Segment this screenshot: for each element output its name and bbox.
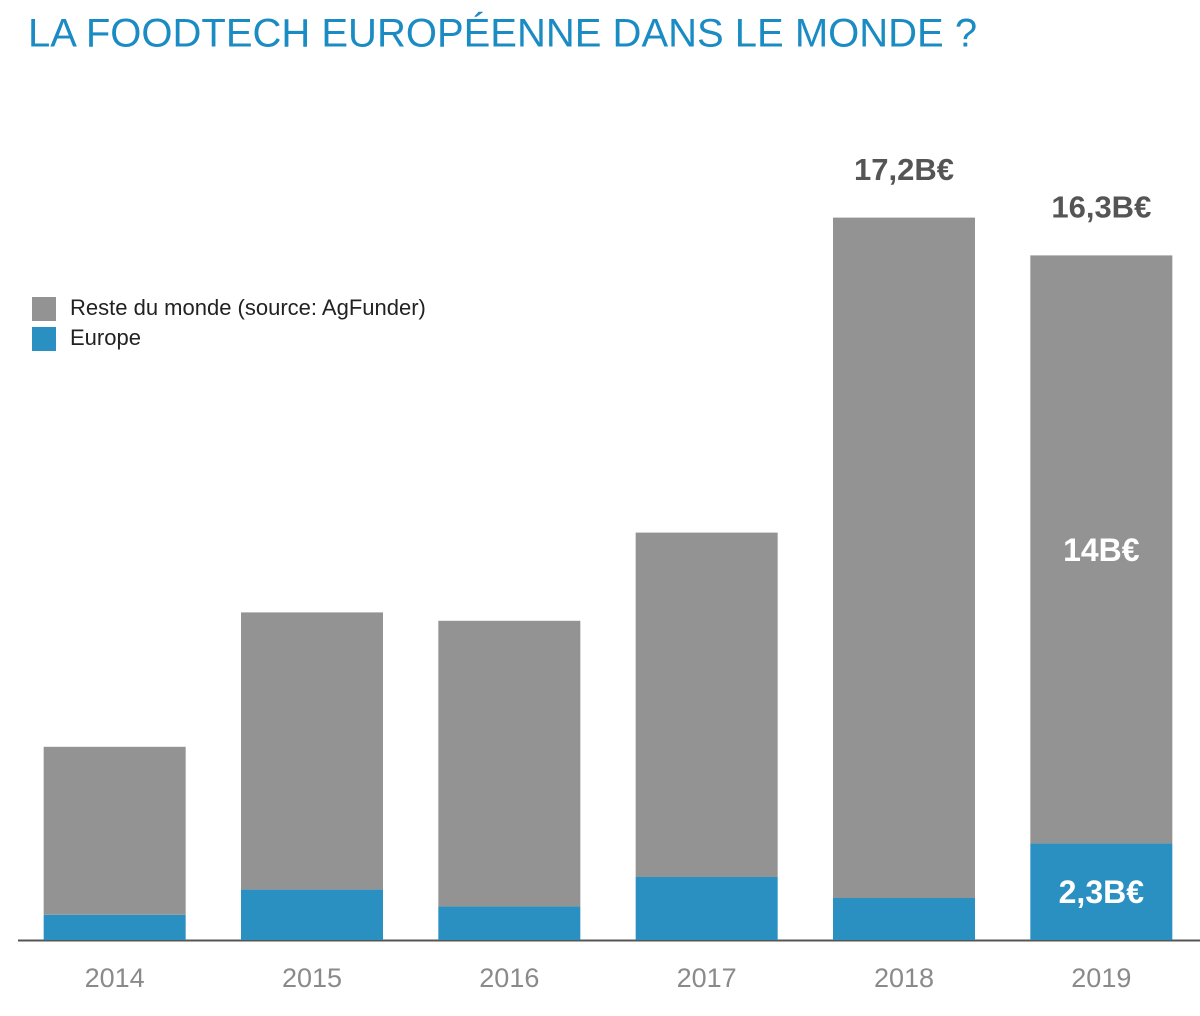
bar-segment [438, 620, 581, 907]
x-tick-label: 2015 [282, 963, 342, 993]
bar-segment [635, 532, 778, 877]
legend-label: Reste du monde (source: AgFunder) [70, 295, 426, 320]
chart-title: LA FOODTECH EUROPÉENNE DANS LE MONDE ? [28, 11, 977, 56]
x-tick-label: 2018 [874, 963, 934, 993]
bar-segment [1030, 255, 1173, 844]
bar-segment [43, 746, 186, 915]
x-tick-label: 2014 [85, 963, 145, 993]
total-label: 17,2B€ [854, 152, 954, 187]
bar-segment [833, 217, 975, 899]
bar-segment [241, 889, 383, 940]
bar-segment [833, 898, 975, 940]
bar-segment [1030, 843, 1173, 940]
bar-segment [438, 906, 581, 940]
bar-segment [241, 612, 383, 890]
legend-swatch [32, 327, 56, 351]
bar-segment [43, 914, 186, 940]
x-tick-label: 2017 [677, 963, 737, 993]
value-label: 14B€ [1063, 532, 1140, 568]
value-label: 2,3B€ [1059, 874, 1145, 910]
bar-segment [635, 877, 778, 940]
legend-swatch [32, 297, 56, 321]
total-label: 16,3B€ [1051, 190, 1151, 225]
x-tick-label: 2016 [479, 963, 539, 993]
x-tick-label: 2019 [1071, 963, 1131, 993]
legend-label: Europe [70, 325, 141, 350]
